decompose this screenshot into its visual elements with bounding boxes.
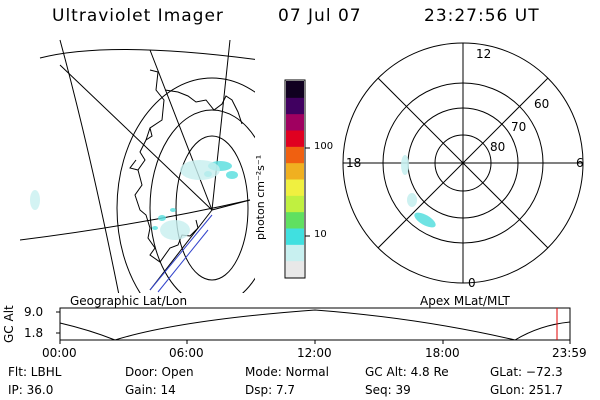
lat-label-70: 70 xyxy=(511,120,527,134)
time-tick-2359: 23:59 xyxy=(552,346,587,360)
glat-info: GLat: −72.3 xyxy=(490,365,563,379)
geographic-map xyxy=(20,39,255,293)
altitude-ytick-1.8: 1.8 xyxy=(24,326,44,340)
colorbar xyxy=(284,79,310,279)
colorbar-band xyxy=(286,146,304,164)
mlt-label-0: 0 xyxy=(468,276,476,290)
geographic-title: Geographic Lat/Lon xyxy=(70,294,188,308)
colorbar-band xyxy=(286,130,304,147)
apex-title: Apex MLat/MLT xyxy=(420,294,510,308)
mode-info: Mode: Normal xyxy=(245,365,329,379)
lat-label-60: 60 xyxy=(534,97,550,111)
mlt-label-12: 12 xyxy=(476,47,492,61)
date-label: 07 Jul 07 xyxy=(278,6,362,26)
colorbar-band xyxy=(286,260,304,278)
colorbar-band xyxy=(286,179,304,196)
seq-info: Seq: 39 xyxy=(365,383,411,397)
colorbar-band xyxy=(286,211,304,229)
colorbar-tick-100: 100 xyxy=(314,141,334,152)
altitude-ytick-9: 9.0 xyxy=(24,305,44,319)
gcalt-info: GC Alt: 4.8 Re xyxy=(365,365,449,379)
colorbar-band xyxy=(286,244,304,262)
mlt-label-18: 18 xyxy=(346,156,362,170)
colorbar-band xyxy=(286,228,304,245)
colorbar-band xyxy=(286,162,304,180)
colorbar-band xyxy=(286,97,304,115)
polar-dial xyxy=(342,42,584,284)
time-tick-1200: 12:00 xyxy=(297,346,332,360)
time-tick-0000: 00:00 xyxy=(42,346,77,360)
ip-info: IP: 36.0 xyxy=(8,383,54,397)
dsp-info: Dsp: 7.7 xyxy=(245,383,296,397)
time-tick-0600: 06:00 xyxy=(169,346,204,360)
door-info: Door: Open xyxy=(125,365,194,379)
instrument-title: Ultraviolet Imager xyxy=(52,6,224,26)
colorbar-band xyxy=(286,195,304,213)
colorbar-tick-10: 10 xyxy=(314,229,327,240)
colorbar-band xyxy=(286,81,304,98)
altitude-ylabel: GC Alt xyxy=(2,305,16,343)
time-label: 23:27:56 UT xyxy=(424,6,540,26)
colorbar-unit-label: photon cm⁻²s⁻¹ xyxy=(254,154,267,240)
gain-info: Gain: 14 xyxy=(125,383,176,397)
flt-info: Flt: LBHL xyxy=(8,365,62,379)
altitude-plot xyxy=(56,307,571,344)
lat-label-80: 80 xyxy=(490,140,506,154)
colorbar-band xyxy=(286,113,304,131)
time-tick-1800: 18:00 xyxy=(425,346,460,360)
mlt-label-6: 6 xyxy=(576,156,584,170)
glon-info: GLon: 251.7 xyxy=(490,383,563,397)
